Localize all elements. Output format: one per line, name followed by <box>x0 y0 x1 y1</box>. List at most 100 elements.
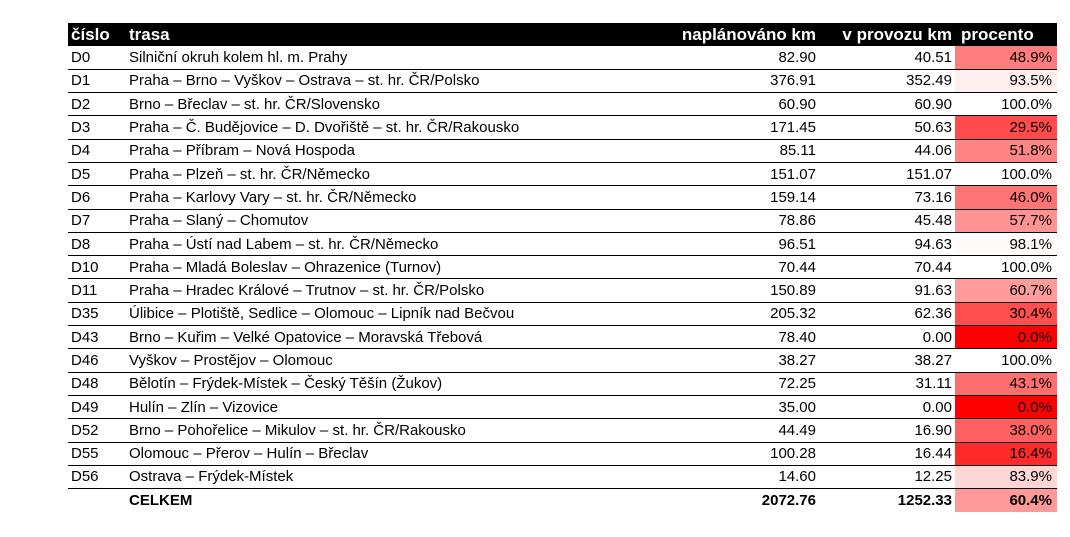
cell-operating: 73.16 <box>914 188 952 206</box>
cell-percent: 98.1% <box>955 232 1057 256</box>
cell-route: Ostrava – Frýdek-Místek <box>129 468 294 486</box>
cell-percent: 100.0% <box>955 348 1057 373</box>
cell-route: Praha – Hradec Králové – Trutnov – st. h… <box>129 282 485 300</box>
total-row: CELKEM 2072.76 1252.33 60.4% <box>68 488 1057 512</box>
cell-number: D46 <box>71 352 99 369</box>
total-percent: 60.4% <box>955 488 1057 512</box>
table-body: D0 Silniční okruh kolem hl. m. Prahy 82.90… <box>68 46 1057 512</box>
cell-route: Praha – Plzeň – st. hr. ČR/Německo <box>129 165 370 183</box>
cell-percent: 16.4% <box>955 442 1057 466</box>
table-row: D52 Brno – Pohořelice – Mikulov – st. hr.… <box>68 418 1057 443</box>
cell-number: D7 <box>71 212 91 230</box>
cell-operating: 50.63 <box>914 119 952 137</box>
cell-route: Brno – Pohořelice – Mikulov – st. hr. ČR… <box>129 421 466 439</box>
header-row: číslo trasa naplánováno km v provozu km … <box>68 23 1057 46</box>
cell-percent: 83.9% <box>955 465 1057 489</box>
total-planned: 2072.76 <box>761 492 816 510</box>
table-row: D7 Praha – Slaný – Chomutov 78.86 45.48 57.7… <box>68 209 1057 233</box>
cell-operating: 70.44 <box>914 258 952 276</box>
table-row: D56 Ostrava – Frýdek-Místek 14.60 12.25 83.9… <box>68 465 1057 489</box>
cell-planned: 44.49 <box>778 421 816 439</box>
table-row: D8 Praha – Ústí nad Labem – st. hr. ČR/Ně… <box>68 232 1057 256</box>
cell-operating: 0.00 <box>922 328 952 346</box>
cell-operating: 62.36 <box>914 305 952 323</box>
cell-planned: 78.40 <box>778 328 816 346</box>
cell-percent: 100.0% <box>955 162 1057 186</box>
cell-number: D10 <box>71 258 99 276</box>
cell-number: D6 <box>71 188 91 206</box>
cell-route: Brno – Kuřim – Velké Opatovice – Moravsk… <box>129 328 483 346</box>
cell-planned: 159.14 <box>770 188 816 206</box>
cell-route: Vyškov – Prostějov – Olomouc <box>129 352 333 369</box>
cell-operating: 16.90 <box>914 421 952 439</box>
cell-route: Bělotín – Frýdek-Místek – Český Těšín (Ž… <box>129 375 443 393</box>
cell-planned: 376.91 <box>770 72 816 90</box>
cell-operating: 12.25 <box>914 468 952 486</box>
cell-route: Praha – Ústí nad Labem – st. hr. ČR/Něme… <box>129 235 439 253</box>
table-row: D5 Praha – Plzeň – st. hr. ČR/Německo 151.… <box>68 162 1057 186</box>
cell-number: D8 <box>71 235 91 253</box>
cell-route: Silniční okruh kolem hl. m. Prahy <box>129 48 348 66</box>
cell-percent: 30.4% <box>955 302 1057 326</box>
spreadsheet-table-area: číslo trasa naplánováno km v provozu km … <box>68 23 1057 512</box>
cell-operating: 45.48 <box>914 212 952 230</box>
cell-planned: 60.90 <box>778 95 816 113</box>
cell-route: Hulín – Zlín – Vizovice <box>129 398 278 416</box>
cell-operating: 31.11 <box>915 375 952 393</box>
motorway-table: číslo trasa naplánováno km v provozu km … <box>68 23 1057 512</box>
cell-number: D0 <box>71 48 91 66</box>
cell-route: Praha – Slaný – Chomutov <box>129 212 309 230</box>
table-row: D3 Praha – Č. Budějovice – D. Dvořiště – … <box>68 115 1057 140</box>
cell-percent: 38.0% <box>955 418 1057 443</box>
cell-number: D52 <box>71 421 99 439</box>
header-number: číslo <box>71 24 110 44</box>
cell-percent: 100.0% <box>955 255 1057 279</box>
cell-planned: 100.28 <box>770 445 816 463</box>
table-row: D55 Olomouc – Přerov – Hulín – Břeclav 100… <box>68 442 1057 466</box>
cell-operating: 352.49 <box>906 72 952 90</box>
header-route: trasa <box>129 24 170 44</box>
cell-percent: 46.0% <box>955 185 1057 210</box>
cell-route: Praha – Brno – Vyškov – Ostrava – st. hr… <box>129 72 480 90</box>
cell-operating: 60.90 <box>914 95 952 113</box>
total-label: CELKEM <box>129 492 193 510</box>
cell-percent: 51.8% <box>955 139 1057 163</box>
table-row: D4 Praha – Příbram – Nová Hospoda 85.11 44.… <box>68 139 1057 163</box>
cell-planned: 14.60 <box>778 468 816 486</box>
cell-planned: 38.27 <box>778 352 816 369</box>
cell-planned: 85.11 <box>779 142 816 160</box>
cell-planned: 171.45 <box>770 119 816 137</box>
cell-number: D4 <box>71 142 91 160</box>
total-operating: 1252.33 <box>897 492 952 510</box>
cell-planned: 205.32 <box>770 305 816 323</box>
header-planned: naplánováno km <box>681 24 816 44</box>
cell-percent: 0.0% <box>955 325 1057 349</box>
cell-number: D11 <box>71 282 98 300</box>
cell-number: D1 <box>71 72 91 90</box>
cell-operating: 0.00 <box>922 398 952 416</box>
table-row: D49 Hulín – Zlín – Vizovice 35.00 0.00 0.0% <box>68 395 1057 419</box>
cell-number: D55 <box>71 445 99 463</box>
table-row: D2 Brno – Břeclav – st. hr. ČR/Slovensko 6… <box>68 92 1057 116</box>
cell-number: D48 <box>71 375 99 393</box>
table-row: D46 Vyškov – Prostějov – Olomouc 38.27 38.2… <box>68 348 1057 373</box>
cell-number: D2 <box>71 95 91 113</box>
cell-number-empty <box>68 489 126 512</box>
cell-planned: 72.25 <box>778 375 816 393</box>
table-row: D11 Praha – Hradec Králové – Trutnov – st… <box>68 278 1057 303</box>
cell-number: D3 <box>71 119 91 137</box>
table-row: D10 Praha – Mladá Boleslav – Ohrazenice (… <box>68 255 1057 279</box>
cell-percent: 60.7% <box>955 278 1057 303</box>
table-row: D48 Bělotín – Frýdek-Místek – Český Těšín… <box>68 372 1057 396</box>
cell-number: D49 <box>71 398 99 416</box>
cell-route: Úlibice – Plotiště, Sedlice – Olomouc – … <box>129 305 515 323</box>
cell-planned: 150.89 <box>770 282 816 300</box>
cell-route: Praha – Mladá Boleslav – Ohrazenice (Tur… <box>129 258 442 276</box>
cell-route: Praha – Č. Budějovice – D. Dvořiště – st… <box>129 119 520 137</box>
cell-operating: 94.63 <box>914 235 952 253</box>
cell-route: Brno – Břeclav – st. hr. ČR/Slovensko <box>129 95 380 113</box>
cell-percent: 29.5% <box>955 115 1057 140</box>
cell-operating: 40.51 <box>914 48 952 66</box>
cell-planned: 96.51 <box>778 235 816 253</box>
cell-route: Praha – Příbram – Nová Hospoda <box>129 142 355 160</box>
